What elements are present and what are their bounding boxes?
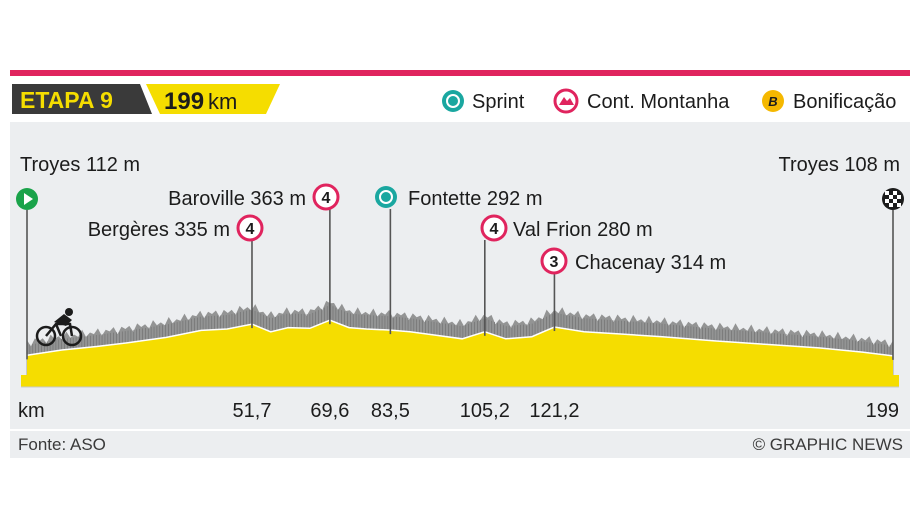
marker-finish-6: Troyes 108 m [778, 154, 904, 360]
marker-label: Troyes 108 m [778, 154, 900, 176]
climb-category-icon [480, 214, 508, 242]
profile-line [26, 319, 894, 357]
climb-category: 4 [322, 190, 331, 207]
marker-start-0: Troyes 112 m [16, 154, 140, 360]
stage-badge [12, 84, 152, 114]
source-text: Fonte: ASO [18, 435, 106, 454]
x-tick-label: 51,7 [233, 400, 272, 422]
marker-climb-4: 4 Val Frion 280 m [480, 214, 653, 336]
sprint-icon [375, 186, 397, 208]
svg-text:B: B [768, 94, 777, 109]
legend-sprint: Sprint [442, 90, 525, 113]
profile-area [27, 320, 893, 375]
marker-climb-1: 4 Bergères 335 m [88, 214, 264, 329]
x-tick-label: 121,2 [529, 400, 579, 422]
marker-label: Baroville 363 m [168, 188, 306, 210]
checker-square [885, 191, 889, 195]
x-tick-label: 199 [866, 400, 899, 422]
checker-square [885, 199, 889, 203]
checker-square [889, 203, 893, 207]
elevation-profile [21, 319, 899, 388]
marker-climb-2: 4 Baroville 363 m [168, 183, 340, 325]
x-tick-label: 83,5 [371, 400, 410, 422]
climb-category-icon [540, 247, 568, 275]
checker-square [897, 203, 901, 207]
svg-text:Sprint: Sprint [472, 91, 525, 113]
marker-label: Chacenay 314 m [575, 252, 726, 274]
x-tick-label: km [18, 400, 45, 422]
legend-bonus: B Bonificação [762, 90, 896, 113]
footer-bar [10, 430, 910, 458]
marker-label: Fontette 292 m [408, 188, 543, 210]
top-accent-bar [10, 70, 910, 76]
climb-category: 3 [550, 254, 559, 271]
marker-climb-5: 3 Chacenay 314 m [540, 247, 726, 332]
baseline-band [21, 375, 899, 387]
x-tick-label: 105,2 [460, 400, 510, 422]
x-axis: km 51,7 69,6 83,5 105,2 121,2 199 [18, 400, 899, 422]
marker-label: Troyes 112 m [20, 154, 140, 176]
climb-category: 4 [246, 221, 255, 238]
checker-square [897, 195, 901, 199]
svg-text:Bonificação: Bonificação [793, 91, 896, 113]
checker-square [893, 199, 897, 203]
x-tick-label: 69,6 [310, 400, 349, 422]
distance-badge [146, 84, 280, 114]
climb-category-icon [312, 183, 340, 211]
credit-text: © GRAPHIC NEWS [753, 435, 903, 454]
sprint-icon [442, 90, 464, 112]
climb-category: 4 [490, 221, 499, 238]
play-icon [24, 193, 33, 205]
sprint-ring [379, 190, 393, 204]
marker-sprint-3: Fontette 292 m [375, 186, 543, 335]
marker-label: Bergères 335 m [88, 219, 230, 241]
climb-category-icon [236, 214, 264, 242]
route-markers: Troyes 112 m 4 Bergères 335 m 4 Baroville 36… [16, 154, 904, 360]
stage-distance: 199 km [164, 88, 237, 115]
stage-label: ETAPA 9 [20, 87, 113, 113]
checker-square [889, 195, 893, 199]
legend: Sprint Cont. Montanha B Bonificação [442, 88, 896, 114]
bonus-icon [762, 90, 784, 112]
svg-text:Cont. Montanha: Cont. Montanha [587, 91, 730, 113]
legend-mountain: Cont. Montanha [553, 88, 730, 114]
checker-square [893, 191, 897, 195]
marker-label: Val Frion 280 m [513, 219, 653, 241]
cyclist-icon [35, 308, 83, 347]
